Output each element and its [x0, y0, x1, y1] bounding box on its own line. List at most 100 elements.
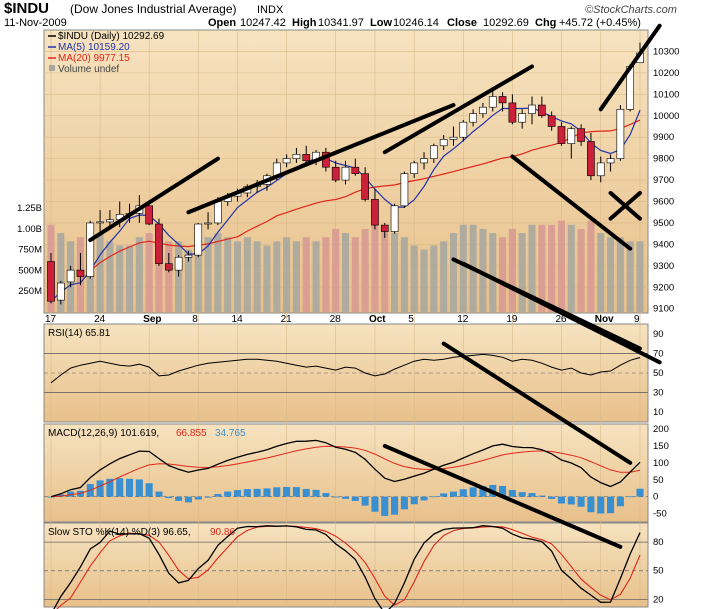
- volume-bar: [125, 245, 134, 312]
- macd-histogram-bar: [263, 488, 271, 497]
- volume-bar: [489, 233, 497, 312]
- candle-body: [174, 256, 183, 271]
- close-value: 10292.69: [483, 17, 529, 29]
- candle-body: [204, 222, 212, 225]
- volume-bar: [459, 224, 467, 312]
- candle-body: [537, 104, 546, 117]
- candle-body: [302, 154, 311, 162]
- volume-bar: [184, 249, 192, 312]
- volume-bar: [233, 241, 242, 312]
- price-tick-label: 9200: [653, 282, 674, 293]
- candle-body: [184, 254, 193, 258]
- price-tick-label: 9300: [653, 261, 674, 272]
- trendline: [382, 64, 535, 155]
- candle-body: [449, 136, 458, 140]
- macd-histogram-bar: [636, 488, 644, 497]
- volume-bar: [57, 233, 65, 312]
- volume-tick-label: 1.00B: [17, 224, 42, 235]
- date-tick-label: Sep: [143, 314, 161, 325]
- macd-signal-line: [50, 445, 641, 498]
- trendline: [382, 443, 623, 549]
- macd-histogram-bar: [449, 491, 458, 497]
- volume-bar: [322, 237, 330, 312]
- stochastic-panel: [43, 522, 649, 608]
- candle-body: [86, 222, 95, 277]
- high-label: High: [292, 17, 317, 29]
- volume-bar: [273, 241, 281, 312]
- price-tick-label: 10200: [653, 68, 679, 79]
- volume-bar: [518, 233, 526, 312]
- macd-histogram-bar: [175, 496, 183, 501]
- volume-bar: [175, 241, 183, 312]
- macd-histogram-bar: [567, 496, 575, 505]
- date-tick-label: 26: [555, 314, 567, 325]
- candle-body: [547, 115, 556, 127]
- volume-bar: [371, 224, 379, 312]
- date-tick-label: 21: [281, 314, 293, 325]
- open-value: 10247.42: [240, 17, 286, 29]
- macd-histogram-bar: [96, 480, 104, 497]
- low-label: Low: [370, 17, 392, 29]
- trendline: [88, 156, 220, 243]
- volume-bar: [361, 228, 369, 312]
- candle-body: [410, 162, 419, 174]
- sto-k-line: [53, 524, 641, 609]
- macd-histogram-bar: [283, 486, 291, 497]
- volume-bar: [538, 224, 546, 312]
- volume-bar: [253, 241, 261, 312]
- trendline: [186, 103, 456, 215]
- candle-body: [400, 173, 409, 207]
- candle-body: [439, 139, 448, 147]
- macd-histogram-bar: [165, 496, 173, 499]
- volume-bar: [391, 233, 399, 312]
- price-tick-label: 10300: [653, 46, 679, 57]
- candle-body: [164, 263, 173, 271]
- rsi-tick-label: 10: [653, 407, 664, 418]
- volume-bar: [135, 237, 143, 312]
- close-label: Close: [447, 17, 477, 29]
- candle-body: [528, 104, 536, 114]
- macd-histogram-bar: [587, 496, 595, 513]
- volume-bar: [263, 245, 271, 312]
- volume-bar: [381, 228, 389, 312]
- candle-body: [606, 158, 615, 164]
- date-tick-label: 12: [457, 314, 469, 325]
- oscillators: [47, 353, 644, 609]
- trendline-annotations: [88, 23, 662, 549]
- volume-tick-label: 750M: [18, 245, 42, 256]
- macd-histogram-bar: [469, 487, 477, 497]
- macd-histogram-bar: [224, 491, 232, 497]
- macd-histogram-bar: [626, 496, 634, 498]
- rsi-line: [50, 353, 641, 384]
- low-value: 10246.14: [393, 17, 439, 29]
- volume-bar: [145, 233, 153, 312]
- macd-histogram-bar: [410, 496, 418, 505]
- legend-main: $INDU (Daily) 10292.69: [58, 31, 165, 42]
- candle-body: [282, 158, 291, 164]
- candle-body: [587, 141, 595, 177]
- rsi-tick-label: 90: [653, 329, 664, 340]
- candle-body: [459, 121, 468, 138]
- macd-tick-label: 50: [653, 475, 664, 486]
- candle-body: [488, 96, 497, 108]
- macd-tick-label: 200: [653, 424, 669, 435]
- macd-histogram-bar: [184, 496, 192, 503]
- macd-histogram-bar: [508, 489, 516, 497]
- volume-bar: [548, 224, 556, 312]
- sto-label: Slow STO %K(14) %D(3) 96.65,: [48, 527, 191, 538]
- sto-tick-label: 20: [653, 594, 664, 605]
- candle-body: [616, 109, 625, 159]
- macd-panel: [43, 423, 649, 523]
- volume-bar: [449, 233, 458, 312]
- price-tick-label: 9700: [653, 175, 674, 186]
- chg-label: Chg: [535, 17, 556, 29]
- macd-histogram-bar: [499, 485, 507, 497]
- macd-histogram-bar: [351, 496, 359, 501]
- rsi-tick-label: 70: [653, 348, 664, 359]
- volume-bar: [106, 241, 114, 312]
- macd-histogram-bar: [616, 496, 624, 507]
- macd-histogram-bar: [204, 496, 212, 498]
- candle-body: [76, 269, 85, 277]
- rsi-legend: RSI(14) 65.81: [48, 328, 111, 339]
- macd-histogram-bar: [548, 496, 556, 499]
